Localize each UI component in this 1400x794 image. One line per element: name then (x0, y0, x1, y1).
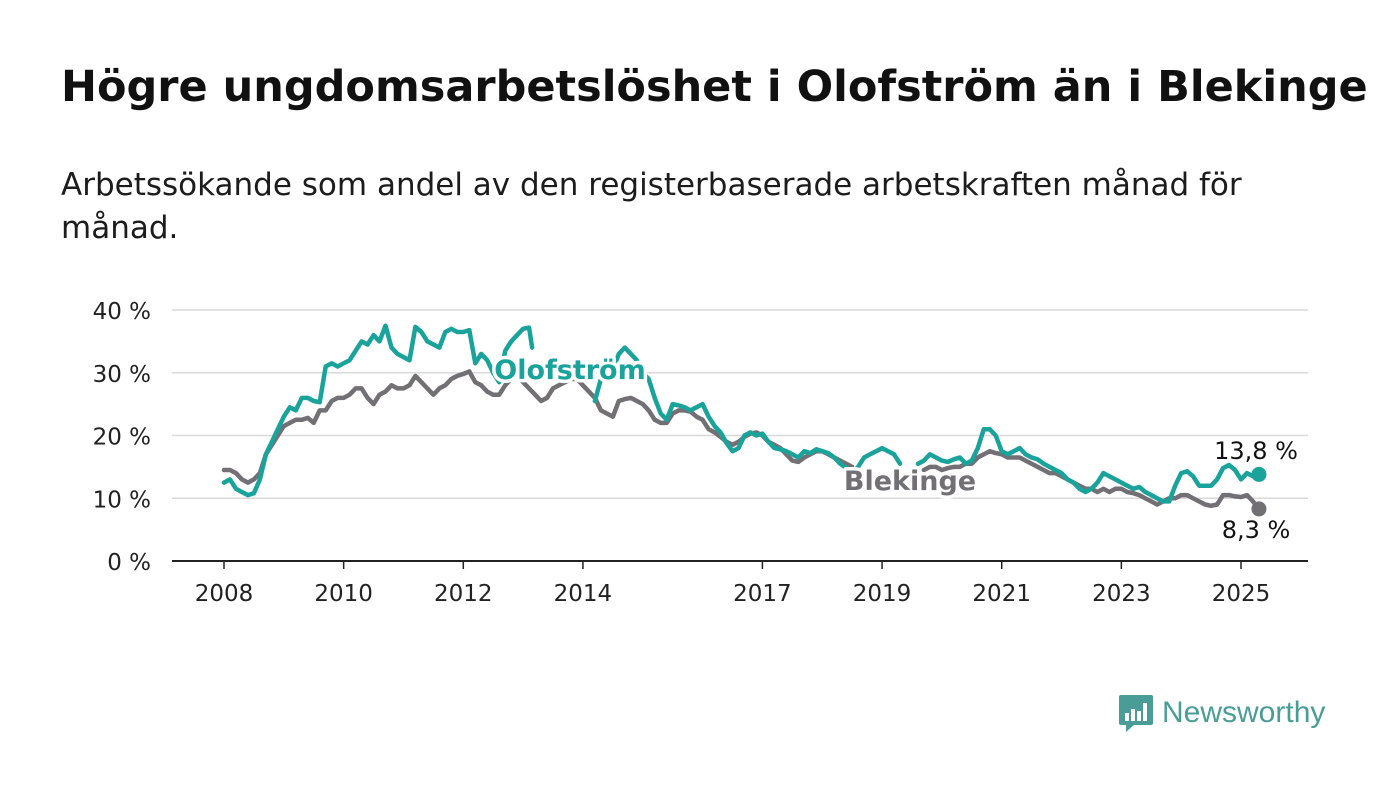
bar-chart-icon (1119, 695, 1153, 732)
x-axis-ticks: 2008 2010 2012 2014 2017 2019 2021 2023 2025 (195, 561, 1271, 607)
y-tick-label: 20 % (93, 425, 151, 451)
y-tick-label: 40 % (93, 299, 151, 325)
y-tick-label: 0 % (107, 550, 151, 576)
newsworthy-logo: Newsworthy (1118, 690, 1325, 736)
x-tick-label: 2010 (314, 581, 373, 607)
x-tick-label: 2025 (1212, 581, 1271, 607)
x-tick-label: 2017 (733, 581, 792, 607)
series-lines (221, 323, 1267, 517)
grid-lines (172, 309, 1308, 562)
series-label-olofstrom: Olofström (494, 355, 645, 386)
chart-title: Högre ungdomsarbetslöshet i Olofström än… (61, 62, 1368, 112)
series-label-blekinge: Blekinge (844, 466, 976, 497)
end-value-label-olofstrom: 13,8 % (1214, 437, 1298, 465)
y-tick-label: 10 % (93, 487, 151, 513)
series-labels: Olofström Blekinge 13,8 % 8,3 % (491, 352, 1298, 545)
chart-subtitle: Arbetssökande som andel av den registerb… (61, 167, 1242, 246)
x-tick-label: 2014 (554, 581, 613, 607)
x-tick-label: 2019 (853, 581, 912, 607)
x-tick-label: 2012 (434, 581, 493, 607)
end-value-label-blekinge: 8,3 % (1222, 516, 1291, 544)
y-tick-label: 30 % (93, 362, 151, 388)
end-point-blekinge (1251, 501, 1267, 517)
y-axis-ticks: 0 % 10 % 20 % 30 % 40 % (93, 299, 151, 576)
x-tick-label: 2008 (195, 581, 254, 607)
x-tick-label: 2021 (972, 581, 1031, 607)
end-point-olofstrom (1251, 466, 1267, 482)
brand-name: Newsworthy (1162, 696, 1326, 729)
x-tick-label: 2023 (1092, 581, 1151, 607)
series-line-olofstrom (221, 323, 1262, 504)
